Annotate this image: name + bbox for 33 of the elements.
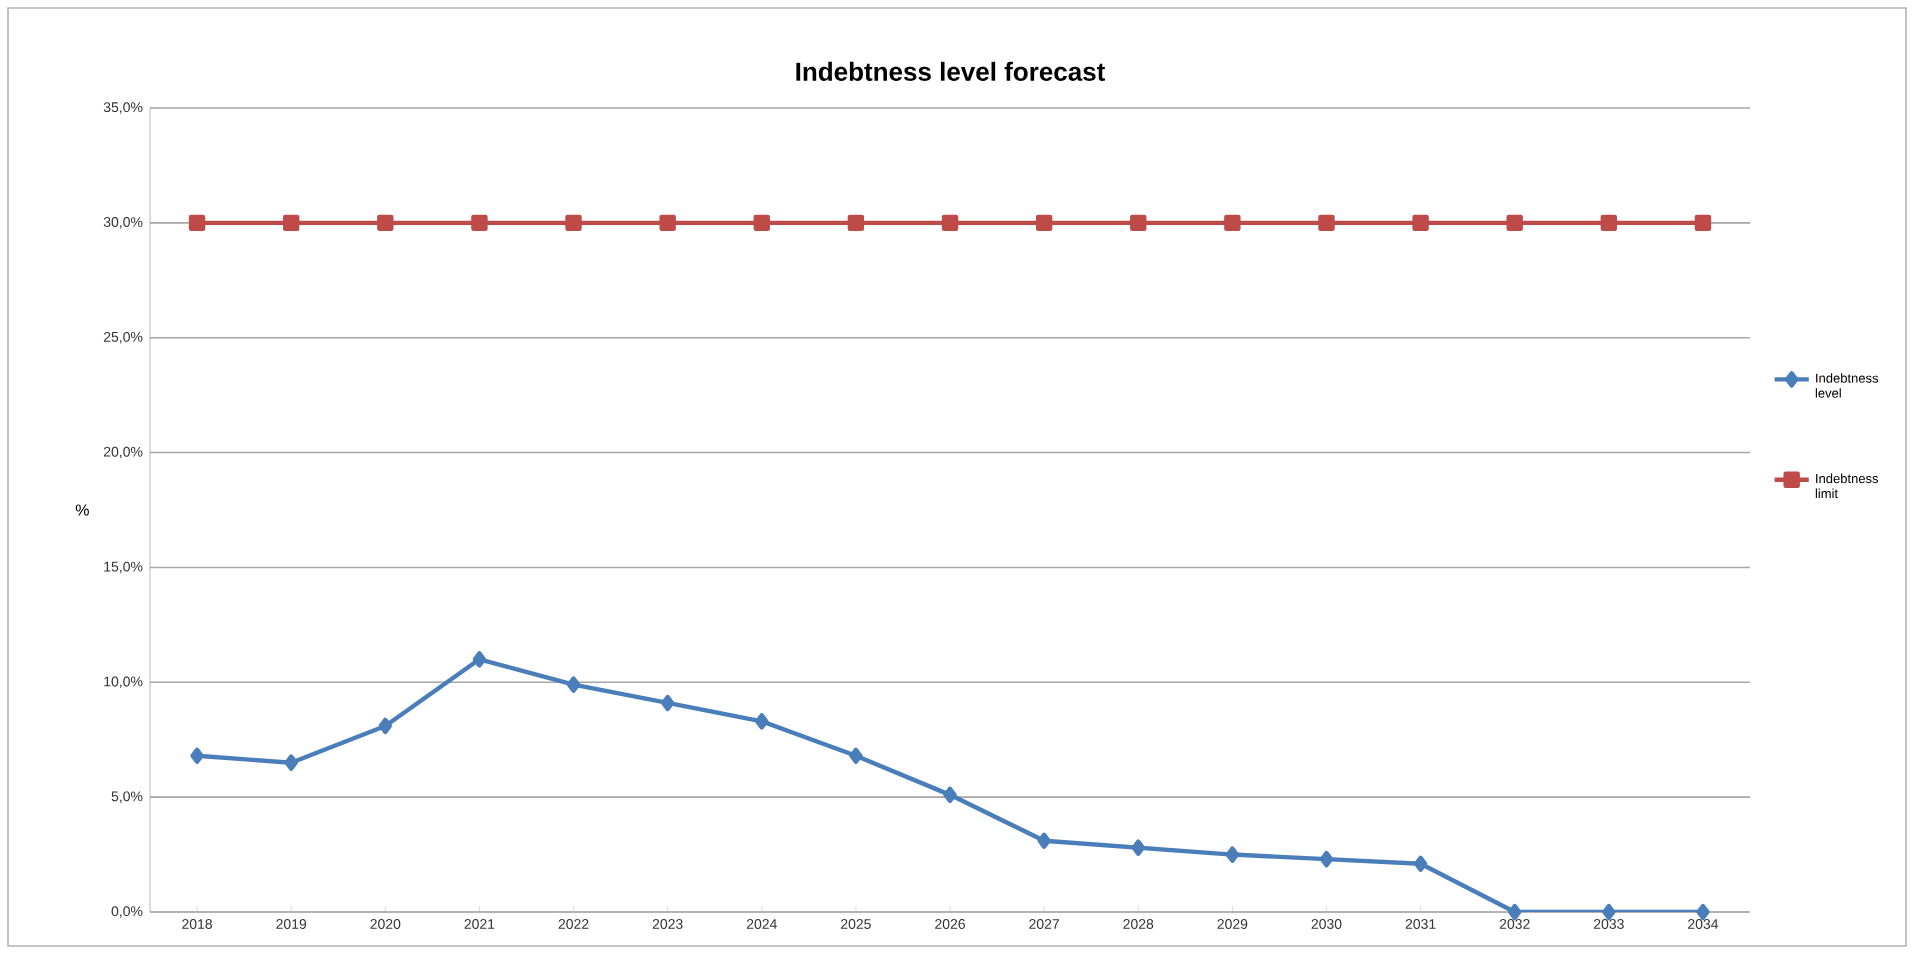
point (1131, 839, 1145, 856)
point (1600, 214, 1618, 232)
point (847, 214, 865, 232)
point (1506, 214, 1523, 232)
point (1035, 214, 1053, 232)
point (1413, 855, 1428, 872)
point (1037, 832, 1051, 849)
point (755, 713, 769, 730)
point (1319, 850, 1334, 868)
point (1130, 214, 1147, 232)
point (1318, 214, 1335, 232)
point (566, 676, 581, 693)
point (1225, 846, 1240, 863)
chart-title: Indebtness level forecast (796, 61, 1105, 81)
point (943, 786, 957, 804)
point (753, 214, 770, 232)
point (565, 214, 582, 232)
point (849, 747, 863, 764)
point (1412, 214, 1429, 232)
point (941, 214, 959, 232)
point (659, 214, 676, 232)
point (1694, 214, 1712, 232)
point (282, 214, 300, 232)
point (188, 214, 206, 232)
point (378, 717, 393, 735)
point (1224, 214, 1241, 232)
point (284, 754, 298, 771)
point (660, 694, 675, 712)
point (190, 747, 204, 764)
y-axis-title: % (75, 504, 89, 516)
point (472, 651, 487, 668)
point (471, 214, 488, 232)
point (377, 214, 394, 232)
